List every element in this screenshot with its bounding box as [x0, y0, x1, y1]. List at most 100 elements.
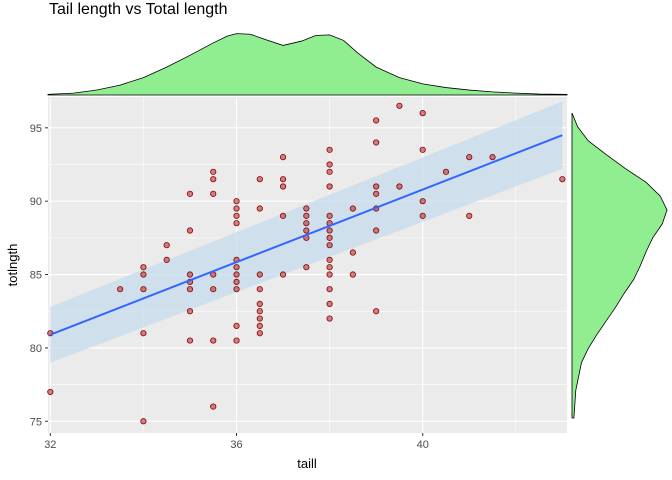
data-point [256, 330, 263, 337]
x-tick-label: 36 [230, 439, 242, 451]
x-axis-title: taill [297, 456, 317, 471]
data-point [303, 264, 310, 271]
data-point [326, 264, 333, 271]
data-point [210, 403, 217, 410]
x-tick-label: 40 [417, 439, 429, 451]
data-point [233, 286, 240, 293]
data-point [303, 212, 310, 219]
right-density-plot [571, 112, 668, 419]
data-point [373, 227, 380, 234]
main-plot-panel [47, 97, 567, 433]
data-point [117, 286, 124, 293]
data-point [210, 286, 217, 293]
data-point [186, 190, 194, 197]
data-point [489, 154, 496, 161]
data-point [233, 337, 240, 344]
data-point [373, 190, 380, 197]
data-point [256, 300, 263, 307]
data-point [303, 205, 310, 212]
data-point [326, 212, 333, 219]
data-point [140, 286, 147, 293]
data-point [256, 322, 263, 329]
data-point [256, 286, 263, 293]
x-tick-label: 32 [44, 439, 56, 451]
data-point [279, 154, 287, 161]
top-density-area [47, 33, 568, 96]
data-point [326, 256, 333, 263]
data-point [326, 227, 333, 234]
data-point [256, 315, 263, 322]
points-layer [47, 102, 566, 425]
data-point [419, 146, 426, 153]
data-point [326, 168, 333, 175]
data-point [373, 117, 380, 124]
data-point [349, 249, 356, 256]
data-point [466, 212, 473, 219]
data-point [256, 176, 263, 183]
data-point [279, 176, 287, 183]
data-point [140, 330, 147, 337]
data-point [163, 256, 170, 263]
y-tick-label: 95 [30, 123, 42, 135]
data-point [256, 271, 263, 278]
data-point [233, 271, 240, 278]
data-point [210, 176, 217, 183]
data-point [326, 234, 333, 241]
data-point [186, 337, 194, 344]
data-point [163, 242, 170, 249]
data-point [279, 271, 287, 278]
data-point [326, 315, 333, 322]
data-point [186, 308, 194, 315]
data-point [326, 146, 333, 153]
data-point [210, 337, 217, 344]
data-point [419, 212, 426, 219]
data-point [233, 264, 240, 271]
data-point [233, 205, 240, 212]
data-point [442, 168, 450, 175]
data-point [373, 183, 380, 190]
y-tick-label: 80 [30, 343, 42, 355]
y-axis-ticks: 75 80 85 90 95 [30, 123, 48, 428]
data-point [256, 205, 263, 212]
data-point [279, 183, 287, 190]
data-point [256, 308, 263, 315]
data-point [210, 190, 217, 197]
y-tick-label: 85 [30, 270, 42, 282]
data-point [396, 102, 403, 109]
data-point [466, 154, 473, 161]
data-point [233, 198, 240, 205]
data-point [326, 161, 333, 168]
regression-line [49, 134, 563, 336]
data-point [326, 242, 333, 249]
data-point [373, 139, 380, 146]
y-axis-title: totlngth [5, 244, 20, 287]
chart-title: Tail length vs Total length [49, 1, 227, 18]
data-point [396, 183, 403, 190]
data-point [419, 198, 426, 205]
data-point [419, 110, 426, 117]
data-point [186, 271, 194, 278]
data-point [559, 176, 566, 183]
data-point [233, 278, 240, 285]
data-point [373, 308, 380, 315]
data-point [186, 286, 194, 293]
data-point [326, 286, 333, 293]
x-axis-ticks: 32 36 40 [44, 433, 429, 451]
data-point [186, 227, 194, 234]
data-point [140, 264, 147, 271]
data-point [303, 220, 310, 227]
data-point [140, 271, 147, 278]
data-point [279, 212, 287, 219]
data-point [47, 388, 54, 396]
data-point [233, 220, 240, 227]
data-point [233, 212, 240, 219]
y-tick-label: 90 [30, 196, 42, 208]
right-density-area [571, 112, 668, 419]
y-tick-label: 75 [30, 416, 42, 428]
data-point [326, 183, 333, 190]
data-point [349, 271, 356, 278]
data-point [326, 271, 333, 278]
data-point [326, 300, 333, 307]
data-point [140, 418, 147, 425]
